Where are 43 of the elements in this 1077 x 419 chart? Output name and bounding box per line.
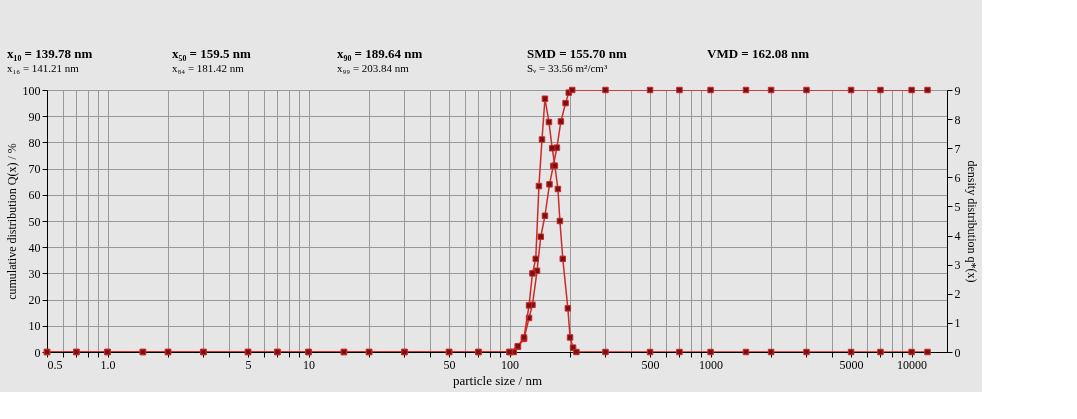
x-tick-label: 0.5: [47, 357, 63, 372]
text: x₁₆ = 141.21 nm: [7, 62, 80, 74]
text: SMD = 155.70 nm: [527, 46, 628, 61]
x-tick-label: 5: [245, 357, 252, 372]
y-tick-label: 100: [22, 83, 41, 98]
y-tick-label: 30: [28, 266, 41, 281]
y2-tick-label: 1: [954, 316, 961, 331]
y2-axis-title: density distribution q*(x): [964, 160, 979, 283]
y2-tick-label: 4: [954, 229, 961, 244]
text: x₉₀ = 189.64 nm: [337, 46, 423, 61]
y2-tick-label: 6: [954, 170, 961, 185]
x-tick-label: 10: [303, 357, 316, 372]
text: x₅₀ = 159.5 nm: [172, 46, 251, 61]
text: x₉₉ = 203.84 nm: [337, 62, 410, 74]
text: x₁₀ = 139.78 nm: [7, 46, 93, 61]
y-axis-title: cumulative distribution Q(x) / %: [4, 143, 19, 300]
y2-tick-label: 3: [954, 258, 961, 273]
y2-tick-label: 0: [954, 345, 961, 360]
x-tick-label: 1000: [699, 357, 724, 372]
y2-tick-label: 7: [954, 141, 961, 156]
y-tick-label: 10: [28, 319, 41, 334]
y-tick-label: 0: [34, 345, 41, 360]
y-tick-label: 20: [28, 293, 41, 308]
y-tick-label: 50: [28, 214, 41, 229]
x-tick-label: 100: [501, 357, 520, 372]
y-tick-label: 90: [28, 109, 41, 124]
y2-tick-label: 2: [954, 287, 961, 302]
x-tick-label: 1.0: [100, 357, 116, 372]
y-tick-label: 70: [28, 162, 41, 177]
y2-tick-label: 5: [954, 199, 961, 214]
y-tick-label: 60: [28, 188, 41, 203]
x-tick-label: 500: [641, 357, 660, 372]
x-tick-label: 10000: [897, 357, 928, 372]
y-tick-label: 40: [28, 240, 41, 255]
text: x₈₄ = 181.42 nm: [172, 62, 245, 74]
y2-tick-label: 9: [954, 83, 961, 98]
y-tick-label: 80: [28, 135, 41, 150]
x-tick-label: 5000: [839, 357, 864, 372]
x-axis-title: particle size / nm: [452, 372, 543, 388]
x-tick-label: 50: [443, 357, 456, 372]
text: VMD = 162.08 nm: [707, 46, 810, 61]
y2-tick-label: 8: [954, 112, 961, 127]
text: Sᵥ = 33.56 m²/cm³: [527, 62, 608, 74]
